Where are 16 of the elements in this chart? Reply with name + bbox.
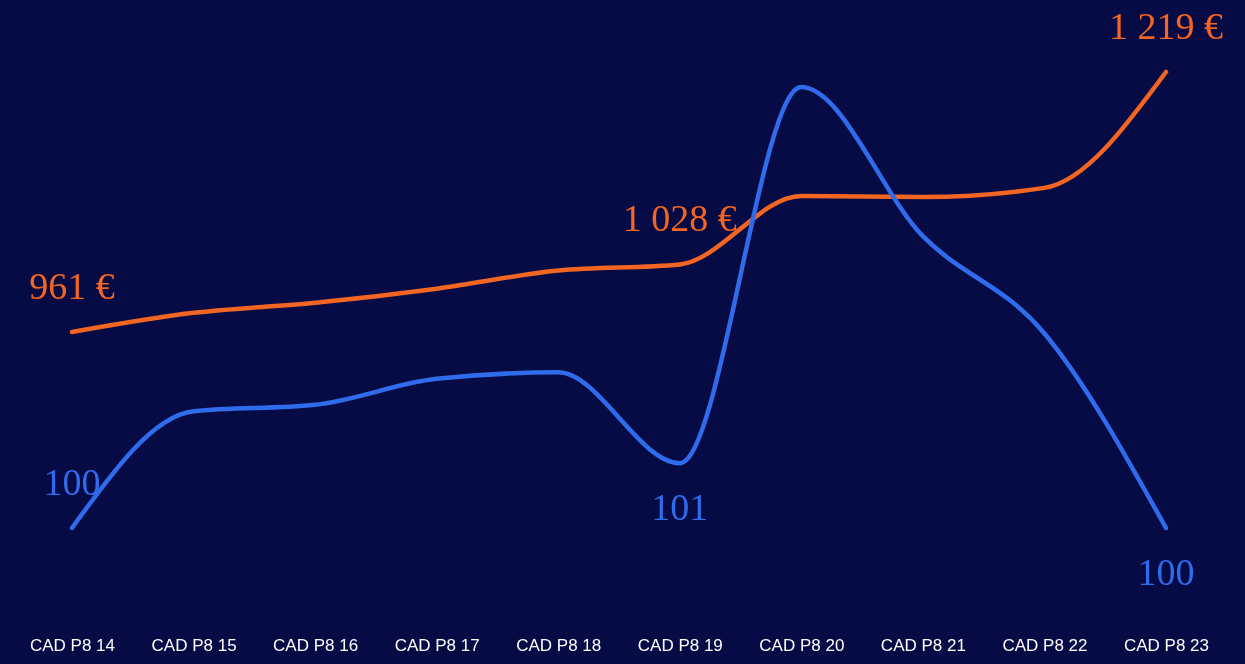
x-tick-label: CAD P8 17 — [394, 635, 480, 655]
x-tick-label: CAD P8 21 — [880, 635, 966, 655]
x-tick-label: CAD P8 15 — [151, 635, 237, 655]
x-tick-label: CAD P8 16 — [273, 635, 359, 655]
x-tick-label: CAD P8 14 — [29, 635, 116, 655]
data-label: 101 — [651, 486, 709, 529]
x-tick-label: CAD P8 18 — [516, 635, 602, 655]
data-label: 1 219 € — [1109, 5, 1223, 47]
data-label: 1 028 € — [622, 197, 737, 240]
x-tick-label: CAD P8 22 — [1002, 635, 1088, 655]
x-tick-label: CAD P8 19 — [637, 635, 723, 655]
x-tick-label: CAD P8 20 — [759, 635, 845, 655]
data-label: 100 — [43, 461, 101, 503]
x-tick-label: CAD P8 23 — [1123, 635, 1210, 655]
data-label: 961 € — [29, 265, 115, 307]
data-label: 100 — [1137, 551, 1195, 593]
